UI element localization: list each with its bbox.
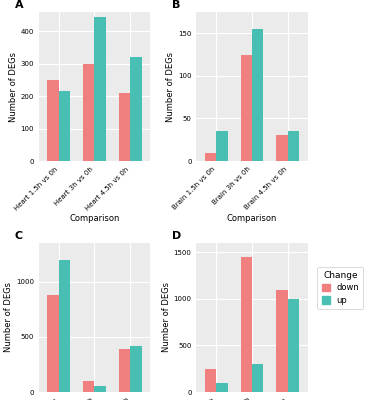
Bar bbox=[288, 131, 299, 161]
Bar bbox=[288, 299, 299, 392]
Bar bbox=[83, 64, 95, 161]
Text: B: B bbox=[172, 0, 180, 10]
Bar bbox=[276, 136, 288, 161]
Text: C: C bbox=[14, 231, 23, 241]
Y-axis label: Number of DEGs: Number of DEGs bbox=[162, 282, 171, 352]
Bar bbox=[119, 349, 130, 392]
Bar bbox=[240, 257, 252, 392]
Bar bbox=[59, 91, 70, 161]
Bar bbox=[47, 296, 59, 392]
X-axis label: Comparison: Comparison bbox=[227, 214, 277, 222]
Text: D: D bbox=[172, 231, 181, 241]
Bar bbox=[276, 290, 288, 392]
Bar bbox=[59, 260, 70, 392]
Bar bbox=[95, 17, 106, 161]
Bar bbox=[119, 93, 130, 161]
Bar bbox=[240, 54, 252, 161]
Bar bbox=[47, 80, 59, 161]
X-axis label: Comparison: Comparison bbox=[69, 214, 120, 223]
Text: A: A bbox=[14, 0, 23, 10]
Legend: down, up: down, up bbox=[317, 267, 363, 309]
Y-axis label: Number of DEGs: Number of DEGs bbox=[9, 52, 18, 122]
Bar bbox=[216, 383, 228, 392]
Bar bbox=[205, 152, 216, 161]
Bar bbox=[130, 57, 142, 161]
Bar bbox=[130, 346, 142, 392]
Bar bbox=[216, 131, 228, 161]
Y-axis label: Number of DEGs: Number of DEGs bbox=[166, 52, 175, 122]
Bar bbox=[205, 369, 216, 392]
Bar bbox=[252, 364, 263, 392]
Bar bbox=[95, 386, 106, 392]
Bar bbox=[83, 381, 95, 392]
Bar bbox=[252, 29, 263, 161]
Y-axis label: Number of DEGs: Number of DEGs bbox=[4, 282, 13, 352]
